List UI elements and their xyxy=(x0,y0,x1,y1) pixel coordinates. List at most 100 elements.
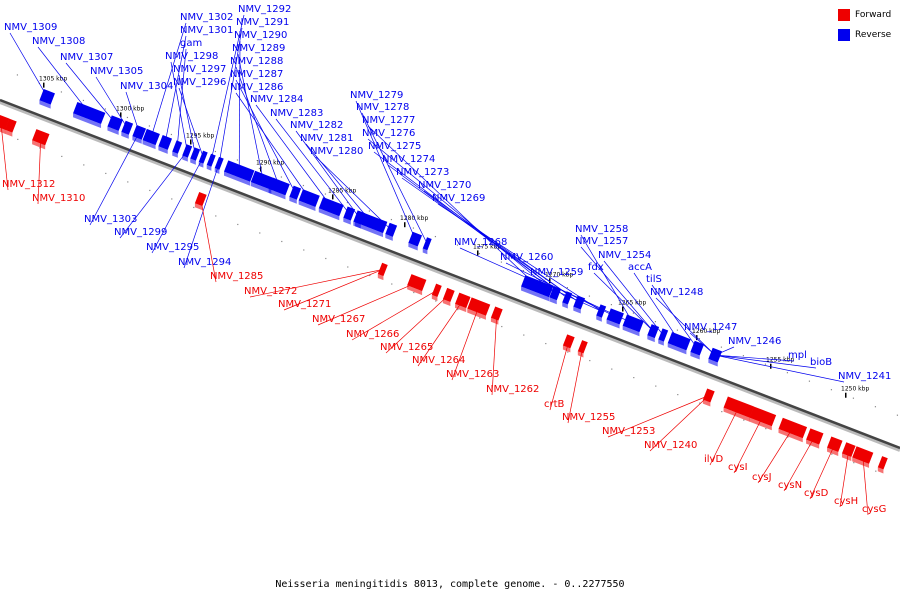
reverse-label: NMV_1274 xyxy=(382,154,435,165)
reverse-label-leader xyxy=(125,91,140,133)
gene-shade xyxy=(577,351,584,358)
axis-dot xyxy=(368,210,371,212)
axis-dot xyxy=(654,321,657,323)
gene-shade xyxy=(107,126,119,135)
axis-dot xyxy=(258,167,261,170)
axis-dot xyxy=(610,304,613,306)
forward-label-leader xyxy=(839,449,850,508)
forward-gene xyxy=(32,129,50,146)
legend-forward: Forward xyxy=(838,8,891,22)
reverse-label-leader xyxy=(603,260,664,336)
forward-label: NMV_1272 xyxy=(244,286,297,297)
forward-label: NMV_1262 xyxy=(486,384,539,395)
axis-dot xyxy=(281,240,283,243)
axis-dot xyxy=(149,189,151,192)
axis-dot xyxy=(830,389,833,391)
axis-dot xyxy=(237,223,239,226)
forward-label: cysG xyxy=(862,504,886,515)
gene-shade xyxy=(606,319,620,329)
forward-label-leader xyxy=(0,121,9,191)
forward-label: crtB xyxy=(544,399,565,410)
reverse-label-leader xyxy=(423,190,580,303)
axis-dot xyxy=(633,376,635,379)
forward-label: cysH xyxy=(834,496,858,507)
forward-label: cysJ xyxy=(752,472,772,483)
gene-shade xyxy=(132,136,142,144)
forward-label: NMV_1271 xyxy=(278,299,331,310)
axis-dot xyxy=(478,252,481,255)
axis-dot xyxy=(325,257,327,260)
gene-shade xyxy=(142,140,156,150)
reverse-label-leader xyxy=(255,104,332,207)
reverse-label-leader xyxy=(170,61,188,152)
forward-label: NMV_1265 xyxy=(380,342,433,353)
reverse-label: NMV_1254 xyxy=(598,250,651,261)
axis-dot xyxy=(523,334,525,336)
gene-shade xyxy=(422,248,428,255)
axis-dot xyxy=(677,394,679,396)
reverse-label: NMV_1257 xyxy=(575,236,628,247)
gene-shade xyxy=(852,457,870,468)
axis-dot xyxy=(743,419,745,421)
reverse-label: NMV_1258 xyxy=(575,224,628,235)
forward-label-leader xyxy=(317,282,417,326)
axis-dot xyxy=(193,206,195,209)
axis-dot xyxy=(456,244,459,246)
reverse-label: NMV_1278 xyxy=(356,102,409,113)
reverse-label: NMV_1302 xyxy=(180,12,233,23)
axis-dot xyxy=(16,74,19,76)
gene-shade xyxy=(647,335,655,343)
reverse-label: NMV_1273 xyxy=(396,167,449,178)
reverse-label-leader xyxy=(367,138,556,294)
axis-dot xyxy=(632,312,635,314)
tick-mark xyxy=(770,363,772,369)
gene-shade xyxy=(223,171,251,186)
reverse-label: NMV_1288 xyxy=(230,56,283,67)
forward-label-leader xyxy=(491,313,498,396)
axis-dot xyxy=(214,150,217,153)
forward-label: NMV_1312 xyxy=(2,179,55,190)
axis-dot xyxy=(699,402,701,404)
tick-mark xyxy=(332,194,334,200)
axis-dot xyxy=(413,291,415,294)
reverse-label-leader xyxy=(715,346,735,356)
axis-dot xyxy=(347,266,349,268)
legend-reverse: Reverse xyxy=(838,28,891,42)
forward-label: NMV_1310 xyxy=(32,193,85,204)
axis-dot xyxy=(479,317,481,319)
reverse-label-leader xyxy=(633,272,680,342)
reverse-label: tilS xyxy=(646,274,662,285)
reverse-label: NMV_1277 xyxy=(362,115,415,126)
reverse-label-leader xyxy=(593,272,654,332)
reverse-label: NMV_1290 xyxy=(234,30,287,41)
tick-label: 1285 kbp xyxy=(328,187,356,194)
axis-dot xyxy=(83,164,85,166)
forward-label-leader xyxy=(249,269,383,298)
axis-dot xyxy=(412,227,415,229)
tick-label: 1275 kbp xyxy=(473,243,501,250)
reverse-label-leader xyxy=(315,156,392,231)
axis-backbone xyxy=(0,98,900,450)
forward-label-leader xyxy=(607,395,709,438)
forward-label: NMV_1267 xyxy=(312,314,365,325)
reverse-label-leader xyxy=(235,92,310,199)
axis-dot xyxy=(588,295,591,297)
reverse-label: NMV_1298 xyxy=(165,51,218,62)
gene-shade xyxy=(4,129,13,137)
gene-shade xyxy=(690,351,700,360)
tick-label: 1280 kbp xyxy=(400,215,428,222)
reverse-label: NMV_1307 xyxy=(60,52,113,63)
axis-dot xyxy=(787,436,789,438)
legend-forward-label: Forward xyxy=(855,10,892,20)
tick-label: 1300 kbp xyxy=(116,105,144,112)
axis-dot xyxy=(302,184,305,187)
gene-shade xyxy=(158,146,168,154)
reverse-label: NMV_1268 xyxy=(454,237,507,248)
axis-shadow xyxy=(0,100,900,452)
gene-shade xyxy=(667,343,687,355)
axis-dot xyxy=(236,159,239,161)
forward-label-leader xyxy=(385,294,450,354)
reverse-label: NMV_1287 xyxy=(230,69,283,80)
legend-forward-swatch xyxy=(838,9,850,21)
gene-shade xyxy=(573,306,581,314)
